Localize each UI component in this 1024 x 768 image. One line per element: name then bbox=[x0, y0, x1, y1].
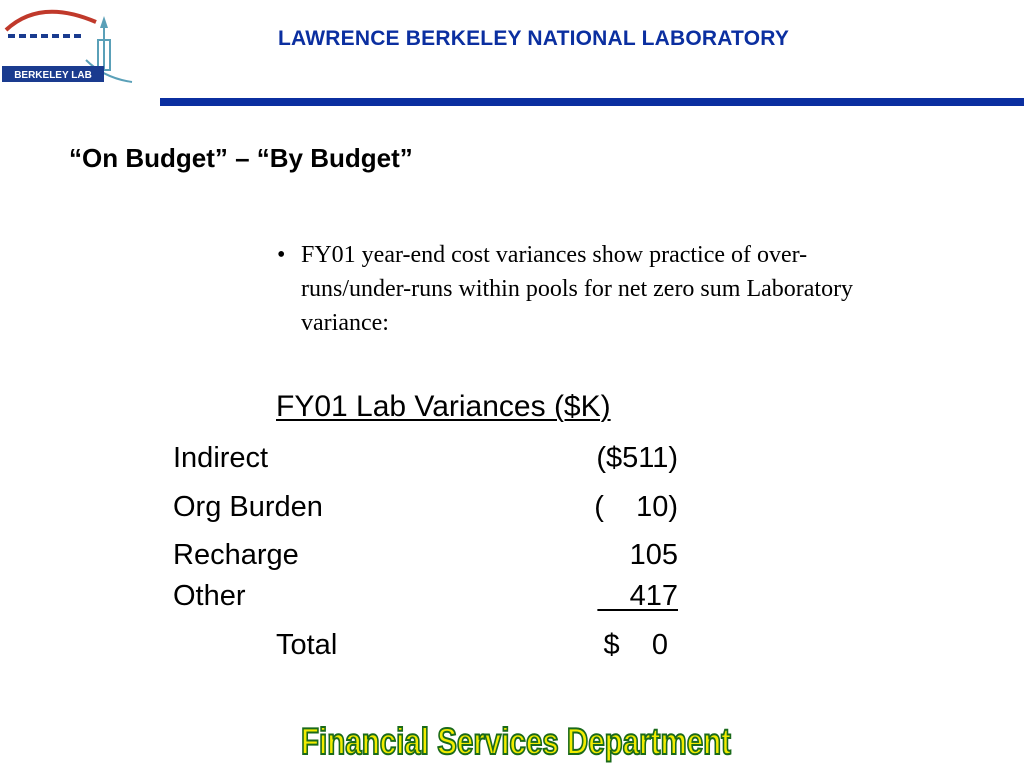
row-value-recharge: 105 bbox=[629, 539, 678, 571]
row-label-other: Other bbox=[173, 580, 246, 612]
footer-department: Financial Services Department bbox=[296, 714, 736, 764]
bullet-item: • FY01 year-end cost variances show prac… bbox=[277, 238, 917, 340]
berkeley-lab-logo: BERKELEY LAB bbox=[0, 0, 140, 88]
row-label-recharge: Recharge bbox=[173, 539, 299, 571]
organization-title: LAWRENCE BERKELEY NATIONAL LABORATORY bbox=[278, 27, 790, 50]
header-rule bbox=[160, 98, 1024, 106]
logo-text: BERKELEY LAB bbox=[14, 70, 92, 81]
row-value-indirect: ($511) bbox=[596, 442, 678, 474]
table-title: FY01 Lab Variances ($K) bbox=[276, 390, 611, 423]
row-value-other-wrap: 417 bbox=[558, 580, 678, 613]
bullet-marker: • bbox=[277, 242, 286, 268]
row-label-indirect: Indirect bbox=[173, 442, 269, 474]
total-value: $ 0 bbox=[603, 629, 669, 661]
footer-department-text: Financial Services Department bbox=[301, 721, 731, 763]
row-label-org-burden: Org Burden bbox=[173, 491, 323, 523]
slide-title: “On Budget” – “By Budget” bbox=[69, 143, 413, 173]
row-value-other: 417 bbox=[597, 580, 678, 612]
row-value-org-burden: ( 10) bbox=[594, 491, 678, 523]
total-label: Total bbox=[276, 629, 338, 661]
bullet-text: FY01 year-end cost variances show practi… bbox=[301, 242, 854, 336]
